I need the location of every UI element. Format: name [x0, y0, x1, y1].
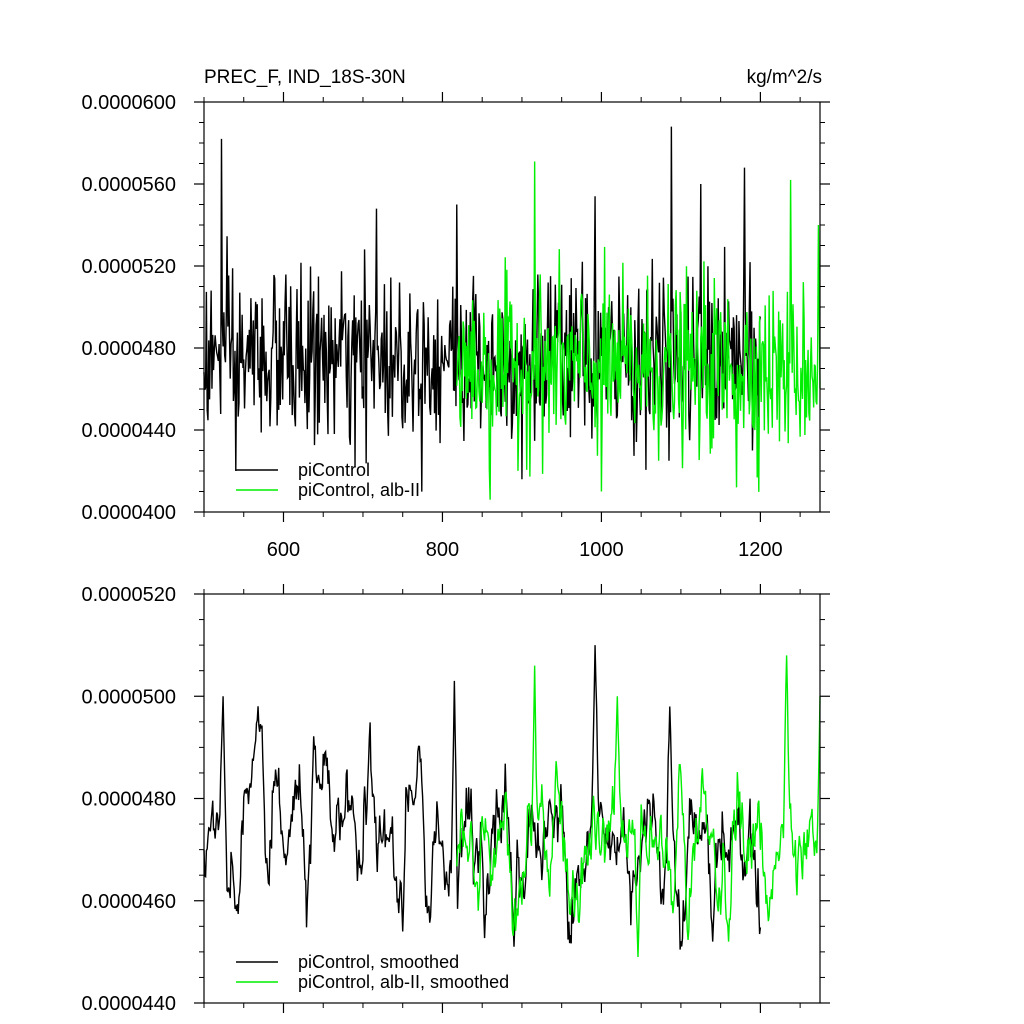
top-series-line-1	[456, 161, 821, 500]
top-y-tick-label-4: 0.0000560	[81, 174, 176, 196]
top-series-group	[203, 126, 821, 500]
bottom-y-tick-label-0: 0.0000440	[81, 993, 176, 1015]
top-y-tick-label-1: 0.0000440	[81, 420, 176, 442]
bottom-series-group	[203, 645, 821, 958]
bottom-series-line-0	[203, 645, 762, 950]
top-title-right: kg/m^2/s	[747, 67, 822, 88]
bottom-y-tick-label-4: 0.0000520	[81, 584, 176, 606]
top-legend-label-0: piControl	[298, 460, 370, 480]
top-x-tick-label-2: 1000	[579, 539, 624, 561]
bottom-legend: piControl, smoothed piControl, alb-II, s…	[236, 952, 509, 992]
top-y-tick-label-5: 0.0000600	[81, 92, 176, 114]
top-axes-group: 600 800 1000 1200 0.0000400 0.0000440 0.000048…	[81, 92, 830, 561]
top-y-tick-label-2: 0.0000480	[81, 338, 176, 360]
top-y-tick-label-3: 0.0000520	[81, 256, 176, 278]
bottom-series-line-1	[456, 655, 821, 958]
bottom-y-tick-label-1: 0.0000460	[81, 891, 176, 913]
top-panel: PREC_F, IND_18S-30N kg/m^2/s 600 800 1000 1…	[81, 67, 830, 561]
top-legend: piControl piControl, alb-II	[236, 460, 420, 500]
top-y-tick-label-0: 0.0000400	[81, 502, 176, 524]
bottom-panel: 0.0000440 0.0000460 0.0000480 0.0000500 0.00…	[81, 584, 830, 1015]
bottom-legend-label-1: piControl, alb-II, smoothed	[298, 972, 509, 992]
top-x-tick-label-0: 600	[267, 539, 300, 561]
bottom-y-tick-label-2: 0.0000480	[81, 789, 176, 811]
top-title-left: PREC_F, IND_18S-30N	[204, 67, 406, 88]
bottom-legend-label-0: piControl, smoothed	[298, 952, 459, 972]
bottom-y-tick-label-3: 0.0000500	[81, 686, 176, 708]
top-legend-label-1: piControl, alb-II	[298, 480, 420, 500]
bottom-axes-group: 0.0000440 0.0000460 0.0000480 0.0000500 0.00…	[81, 584, 830, 1015]
top-x-tick-label-3: 1200	[738, 539, 783, 561]
top-x-tick-label-1: 800	[426, 539, 459, 561]
